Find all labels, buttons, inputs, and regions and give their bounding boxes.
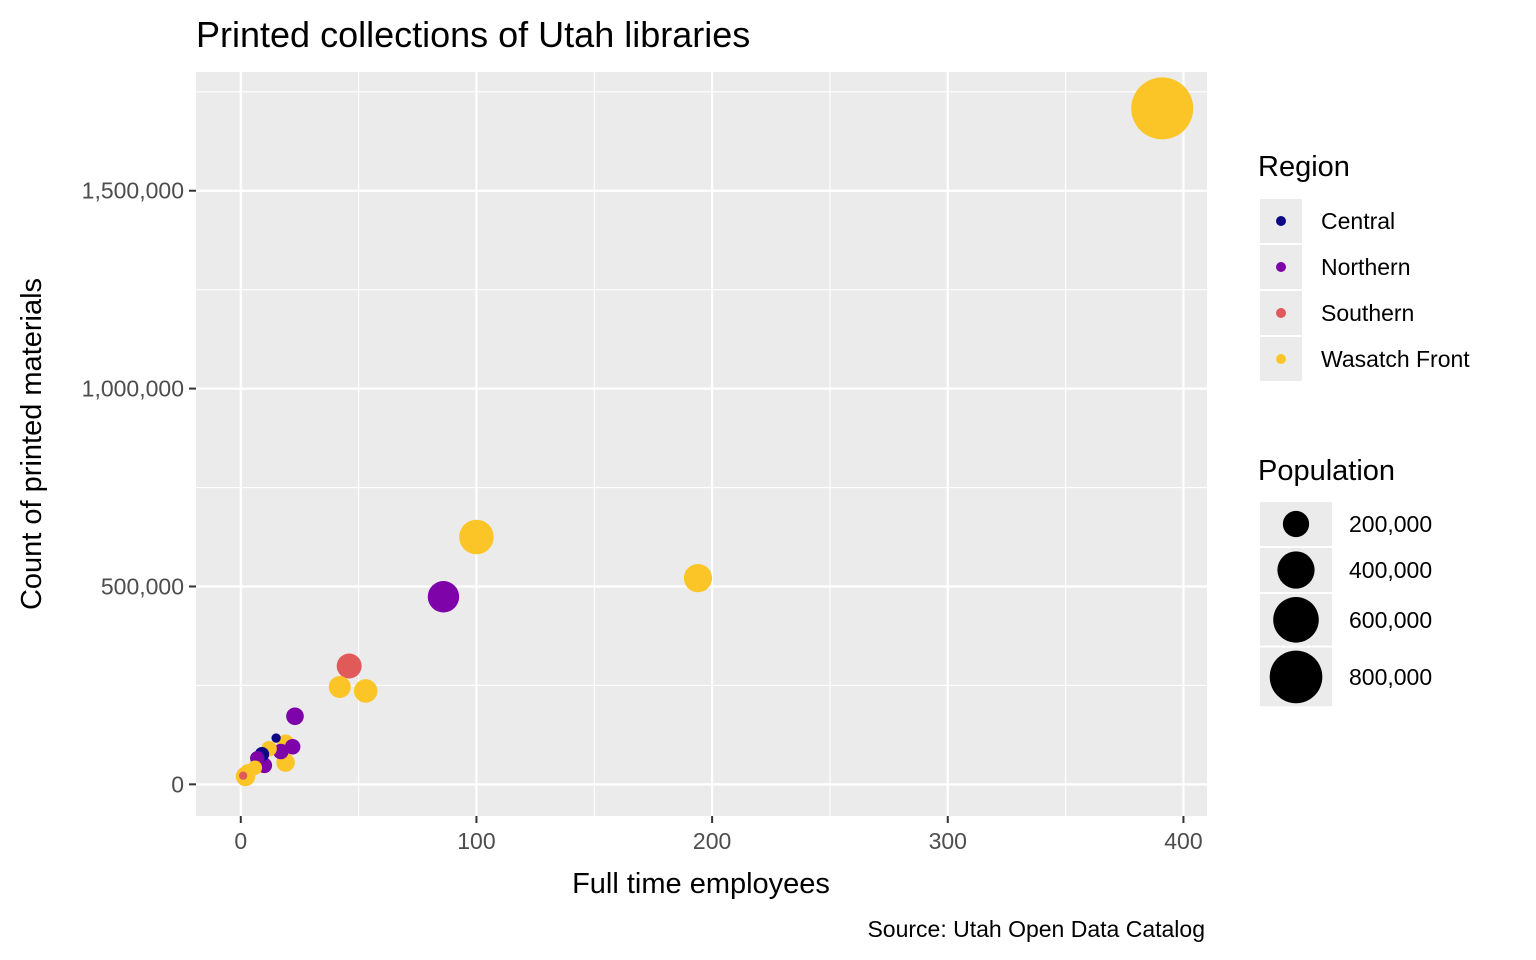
- x-tick-label: 400: [1164, 828, 1202, 854]
- data-point: [427, 581, 460, 613]
- x-tick-label: 300: [929, 828, 967, 854]
- color-legend-swatch: [1276, 354, 1286, 364]
- data-point: [284, 738, 301, 755]
- size-legend: Population 200,000 400,000 600,000 800,000: [1258, 455, 1432, 707]
- data-point: [336, 653, 362, 679]
- x-tick-label: 200: [693, 828, 731, 854]
- grid-lines: [196, 72, 1207, 816]
- color-legend: Region Central Northern Southern Wasatch Fr…: [1258, 151, 1470, 381]
- y-tick-label: 0: [171, 771, 184, 797]
- chart-title: Printed collections of Utah libraries: [196, 14, 750, 55]
- y-tick-label: 1,000,000: [82, 376, 184, 402]
- color-legend-title: Region: [1258, 151, 1350, 183]
- data-point: [328, 675, 351, 698]
- y-tick-label: 500,000: [101, 573, 184, 599]
- color-legend-label: Northern: [1321, 254, 1410, 280]
- plot-background: [196, 72, 1207, 816]
- size-legend-label: 400,000: [1349, 557, 1432, 583]
- color-legend-swatch: [1276, 308, 1286, 318]
- data-point: [1131, 77, 1194, 140]
- size-legend-label: 800,000: [1349, 664, 1432, 690]
- data-point: [683, 564, 713, 593]
- data-point: [238, 771, 248, 780]
- size-legend-circle: [1277, 551, 1315, 589]
- color-legend-swatch: [1276, 262, 1286, 272]
- source-caption: Source: Utah Open Data Catalog: [867, 916, 1205, 942]
- color-legend-keys: Central Northern Southern Wasatch Front: [1260, 199, 1470, 381]
- x-axis-title: Full time employees: [572, 868, 830, 900]
- size-legend-keys: 200,000 400,000 600,000 800,000: [1260, 502, 1432, 707]
- data-point: [286, 707, 304, 726]
- data-point: [271, 733, 281, 743]
- data-points: [235, 77, 1194, 787]
- data-point: [459, 519, 494, 555]
- color-legend-label: Central: [1321, 208, 1395, 234]
- size-legend-title: Population: [1258, 455, 1395, 487]
- size-legend-circle: [1269, 650, 1323, 704]
- data-point: [273, 743, 289, 760]
- data-point: [353, 679, 378, 703]
- size-legend-circle: [1282, 510, 1310, 538]
- size-legend-label: 600,000: [1349, 607, 1432, 633]
- y-tick-label: 1,500,000: [82, 178, 184, 204]
- size-legend-circle: [1273, 597, 1319, 643]
- data-point: [247, 760, 263, 775]
- size-legend-label: 200,000: [1349, 511, 1432, 537]
- color-legend-label: Southern: [1321, 300, 1414, 326]
- x-tick-label: 100: [457, 828, 495, 854]
- y-axis-title: Count of printed materials: [16, 278, 48, 610]
- x-tick-label: 0: [234, 828, 247, 854]
- axes: 0 100 200 300 400 0 500,000 1,000,000 1,500,000: [82, 178, 1203, 854]
- color-legend-swatch: [1276, 216, 1286, 226]
- color-legend-label: Wasatch Front: [1321, 346, 1470, 372]
